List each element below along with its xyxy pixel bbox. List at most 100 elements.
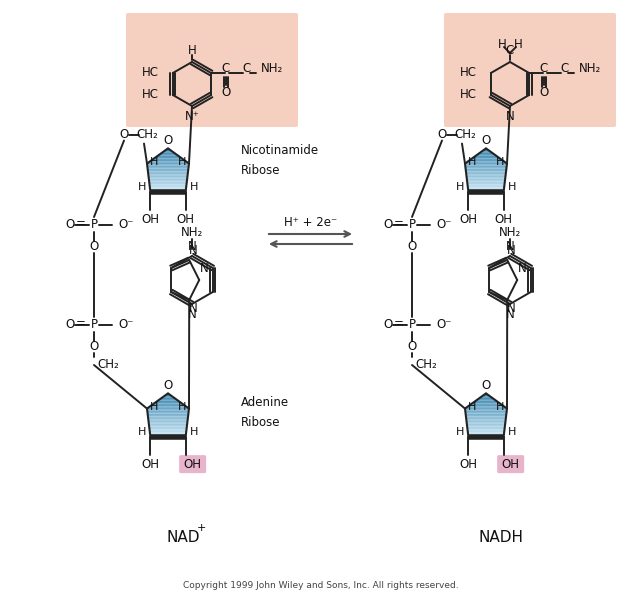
Text: H: H bbox=[507, 182, 516, 191]
Text: OH: OH bbox=[141, 213, 159, 226]
Polygon shape bbox=[149, 183, 186, 184]
Text: H: H bbox=[178, 402, 186, 412]
Text: H: H bbox=[456, 182, 464, 191]
Polygon shape bbox=[467, 424, 505, 425]
Polygon shape bbox=[166, 148, 170, 150]
Polygon shape bbox=[147, 409, 189, 410]
Polygon shape bbox=[476, 154, 496, 155]
Polygon shape bbox=[148, 416, 188, 418]
Text: H: H bbox=[188, 44, 196, 58]
Text: HC: HC bbox=[142, 88, 159, 100]
Text: O: O bbox=[120, 128, 129, 141]
Polygon shape bbox=[467, 422, 505, 424]
Polygon shape bbox=[150, 435, 186, 437]
Polygon shape bbox=[149, 428, 186, 430]
Text: =: = bbox=[76, 217, 86, 230]
Text: C: C bbox=[221, 61, 230, 74]
Text: HC: HC bbox=[142, 65, 159, 79]
Polygon shape bbox=[149, 427, 187, 428]
Text: O: O bbox=[222, 86, 231, 100]
Text: H: H bbox=[150, 157, 158, 167]
Polygon shape bbox=[147, 167, 188, 169]
Text: N: N bbox=[507, 245, 516, 257]
Text: NH₂: NH₂ bbox=[181, 226, 203, 238]
Polygon shape bbox=[484, 148, 488, 150]
Polygon shape bbox=[467, 177, 505, 179]
Polygon shape bbox=[476, 399, 496, 401]
Text: P: P bbox=[91, 218, 98, 232]
Text: OH: OH bbox=[184, 458, 202, 471]
Polygon shape bbox=[474, 155, 498, 157]
Polygon shape bbox=[147, 163, 189, 164]
FancyBboxPatch shape bbox=[497, 455, 524, 473]
Text: Nicotinamide: Nicotinamide bbox=[241, 144, 319, 157]
Polygon shape bbox=[480, 396, 492, 398]
Text: H: H bbox=[138, 427, 147, 437]
Text: H: H bbox=[150, 402, 158, 412]
Polygon shape bbox=[467, 182, 505, 183]
Polygon shape bbox=[468, 434, 504, 435]
Text: OH: OH bbox=[177, 213, 195, 226]
Polygon shape bbox=[467, 430, 505, 431]
Polygon shape bbox=[147, 164, 189, 166]
Polygon shape bbox=[149, 425, 187, 427]
Polygon shape bbox=[150, 160, 186, 161]
Polygon shape bbox=[466, 406, 506, 408]
Polygon shape bbox=[166, 394, 170, 395]
Text: O: O bbox=[482, 134, 491, 147]
Polygon shape bbox=[466, 419, 505, 421]
Text: NH₂: NH₂ bbox=[261, 61, 284, 74]
Text: CH₂: CH₂ bbox=[136, 128, 158, 141]
Polygon shape bbox=[148, 415, 188, 416]
Polygon shape bbox=[466, 172, 506, 173]
Text: N: N bbox=[505, 109, 514, 122]
Text: N: N bbox=[188, 307, 196, 320]
Polygon shape bbox=[160, 153, 176, 154]
Polygon shape bbox=[467, 428, 505, 430]
Text: H: H bbox=[496, 402, 504, 412]
Text: H: H bbox=[178, 157, 186, 167]
Polygon shape bbox=[156, 155, 180, 157]
Polygon shape bbox=[478, 153, 494, 154]
Polygon shape bbox=[150, 432, 186, 434]
Polygon shape bbox=[149, 182, 187, 183]
Text: HC: HC bbox=[460, 88, 477, 100]
Text: NAD: NAD bbox=[167, 530, 200, 545]
Polygon shape bbox=[164, 395, 172, 396]
Polygon shape bbox=[468, 160, 504, 161]
Text: H⁺ + 2e⁻: H⁺ + 2e⁻ bbox=[284, 215, 337, 229]
Text: N⁺: N⁺ bbox=[185, 109, 199, 122]
Polygon shape bbox=[150, 431, 186, 432]
Polygon shape bbox=[465, 408, 507, 409]
Polygon shape bbox=[149, 176, 188, 177]
Polygon shape bbox=[150, 434, 186, 435]
Text: O: O bbox=[383, 319, 393, 331]
Polygon shape bbox=[154, 157, 182, 158]
Polygon shape bbox=[147, 412, 188, 413]
Text: =: = bbox=[394, 217, 404, 230]
Text: Ribose: Ribose bbox=[241, 416, 280, 430]
Polygon shape bbox=[482, 395, 490, 396]
Polygon shape bbox=[466, 415, 506, 416]
Text: N: N bbox=[189, 302, 197, 316]
Polygon shape bbox=[466, 413, 507, 415]
Text: O⁻: O⁻ bbox=[436, 319, 451, 331]
Text: H: H bbox=[190, 182, 198, 191]
Polygon shape bbox=[466, 167, 507, 169]
Text: H: H bbox=[456, 427, 464, 437]
Text: H: H bbox=[468, 402, 476, 412]
Polygon shape bbox=[482, 150, 490, 151]
Polygon shape bbox=[148, 406, 188, 408]
Polygon shape bbox=[484, 394, 488, 395]
Polygon shape bbox=[472, 402, 500, 403]
Polygon shape bbox=[148, 413, 188, 415]
Polygon shape bbox=[467, 180, 505, 182]
Polygon shape bbox=[466, 176, 505, 177]
Text: CH₂: CH₂ bbox=[454, 128, 476, 141]
Text: H: H bbox=[138, 182, 147, 191]
Polygon shape bbox=[149, 424, 187, 425]
Text: N: N bbox=[189, 245, 197, 257]
Text: +: + bbox=[196, 523, 206, 533]
Polygon shape bbox=[149, 419, 188, 421]
Polygon shape bbox=[465, 164, 507, 166]
